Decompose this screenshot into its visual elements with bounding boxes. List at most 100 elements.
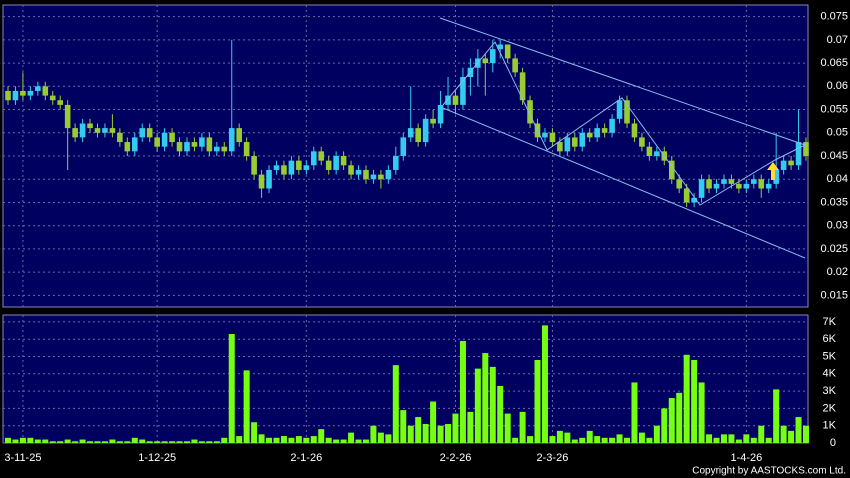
candle-body [161, 132, 168, 147]
volume-bar [64, 439, 71, 443]
candle-body [131, 137, 138, 152]
y-tick-label: 0.035 [820, 196, 848, 208]
volume-bar [788, 430, 795, 443]
candle-body [415, 128, 421, 143]
y-tick-label: 0.055 [820, 103, 848, 115]
candle-body [758, 179, 765, 189]
candle-body [803, 142, 809, 156]
candle-body [325, 160, 332, 170]
y-tick-label: 0.02 [827, 266, 848, 278]
y-tick-label: 0.06 [827, 80, 848, 92]
volume-bar [534, 359, 541, 443]
y2-tick-label: 3K [823, 385, 837, 397]
volume-bar [646, 437, 653, 443]
candle-body [12, 90, 19, 101]
volume-bar [206, 441, 213, 443]
candle-body [57, 100, 64, 105]
volume-bar [131, 437, 138, 443]
x-tick-label: 1-4-26 [730, 452, 762, 464]
candle-body [385, 169, 392, 180]
candle-body [94, 128, 101, 133]
candle-body [35, 86, 41, 91]
volume-bar [198, 441, 205, 443]
candle-body [5, 90, 11, 101]
candle-body [184, 142, 190, 152]
volume-bar [385, 434, 392, 443]
candle-body [743, 183, 750, 189]
candle-body [393, 156, 399, 170]
y2-tick-label: 2K [823, 402, 837, 414]
candle-body [87, 123, 93, 129]
candle-body [355, 169, 362, 175]
candle-body [504, 44, 511, 59]
volume-bar [258, 434, 265, 443]
y2-tick-label: 4K [823, 368, 837, 380]
candle-body [296, 160, 302, 170]
volume-bar [803, 425, 809, 443]
candle-body [154, 137, 160, 147]
candle-body [557, 142, 563, 152]
volume-bar [5, 437, 11, 443]
candle-body [20, 90, 26, 96]
y-tick-label: 0.015 [820, 289, 848, 301]
volume-bar [743, 434, 750, 443]
volume-bar [661, 408, 668, 443]
candle-body [497, 44, 504, 50]
candle-body [773, 169, 779, 184]
volume-bar [631, 382, 638, 443]
volume-bar [288, 437, 295, 443]
candle-body [273, 165, 280, 170]
volume-bar [87, 441, 94, 443]
volume-bar [348, 432, 355, 443]
volume-bar [720, 434, 727, 443]
volume-bar [27, 437, 34, 443]
volume-bar [691, 359, 698, 443]
y-tick-label: 0.05 [827, 127, 848, 139]
candle-body [668, 160, 675, 180]
volume-bar [355, 439, 362, 443]
volume-bar [594, 436, 601, 443]
candle-body [102, 128, 108, 133]
volume-bar [609, 437, 616, 443]
volume-bar [765, 437, 772, 443]
y-tick-label: 0.04 [827, 173, 848, 185]
volume-bar [49, 441, 56, 443]
candle-body [363, 169, 369, 180]
volume-bar [624, 437, 631, 443]
volume-bar [653, 425, 660, 443]
candle-body [780, 160, 787, 170]
volume-bar [758, 425, 765, 443]
candle-body [691, 197, 697, 203]
volume-bar [445, 423, 452, 443]
candle-body [542, 132, 548, 138]
volume-bar [668, 398, 675, 443]
x-tick-label: 2-2-26 [440, 452, 472, 464]
candle-body [624, 100, 630, 124]
volume-bar [146, 441, 153, 443]
candle-body [519, 72, 526, 101]
volume-bar [154, 441, 161, 443]
volume-bar [683, 354, 690, 443]
x-tick-label: 2-3-26 [537, 452, 569, 464]
arrow [767, 162, 779, 180]
x-tick-label: 1-12-25 [138, 452, 176, 464]
candle-body [288, 160, 295, 175]
volume-bar [183, 441, 190, 443]
candle-body [728, 179, 735, 184]
volume-bar [266, 437, 273, 443]
volume-bar [512, 437, 519, 443]
candle-body [654, 151, 660, 156]
volume-bar [541, 325, 548, 443]
volume-bar [750, 437, 757, 443]
volume-bar [303, 437, 310, 443]
candle-body [333, 156, 339, 170]
volume-bar [489, 366, 496, 443]
candle-body [646, 146, 653, 156]
volume-bar [497, 385, 504, 443]
candle-body [303, 165, 310, 170]
volume-bar [236, 436, 243, 443]
candle-body [750, 179, 757, 184]
volume-bar [12, 439, 19, 443]
volume-bar [161, 441, 168, 443]
